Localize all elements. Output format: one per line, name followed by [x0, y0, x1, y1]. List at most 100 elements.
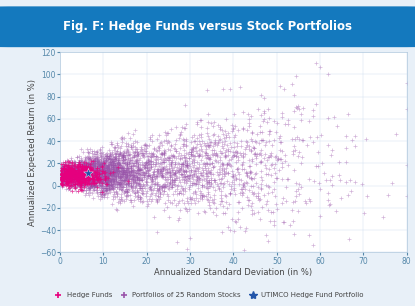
- Point: [201, 162, 208, 167]
- Point: [73, 180, 80, 185]
- Point: [61, 170, 68, 175]
- Point: [68, 164, 74, 169]
- Point: [68, 170, 75, 175]
- Point: [95, 159, 102, 164]
- Point: [166, 155, 173, 160]
- Point: [140, 162, 147, 167]
- Point: [114, 171, 120, 176]
- Point: [69, 165, 76, 170]
- Point: [132, 170, 138, 175]
- Point: [99, 183, 105, 188]
- Point: [59, 167, 66, 172]
- Point: [120, 169, 127, 174]
- Point: [282, 121, 288, 126]
- Point: [66, 160, 72, 165]
- Point: [110, 173, 117, 177]
- Point: [104, 182, 110, 187]
- Point: [100, 169, 106, 174]
- Point: [75, 176, 81, 181]
- Point: [65, 174, 71, 179]
- Point: [166, 170, 173, 175]
- Point: [256, 160, 263, 165]
- Point: [164, 176, 171, 181]
- Point: [113, 174, 120, 179]
- Point: [134, 197, 141, 202]
- Point: [110, 179, 117, 184]
- Point: [166, 148, 173, 153]
- Point: [124, 163, 130, 168]
- Point: [83, 185, 90, 189]
- Point: [72, 171, 79, 176]
- Point: [98, 165, 105, 170]
- Point: [343, 134, 349, 139]
- Point: [124, 172, 130, 177]
- Point: [67, 171, 73, 176]
- Point: [122, 188, 128, 193]
- Point: [120, 157, 126, 162]
- Point: [64, 172, 71, 177]
- Point: [115, 156, 122, 161]
- Point: [150, 154, 156, 159]
- Point: [168, 174, 175, 179]
- Point: [98, 171, 105, 176]
- Point: [78, 166, 85, 171]
- Point: [243, 140, 250, 144]
- Point: [116, 162, 123, 167]
- Point: [88, 170, 95, 175]
- Point: [59, 178, 65, 183]
- Point: [245, 111, 251, 116]
- Point: [87, 161, 93, 166]
- Point: [207, 155, 214, 160]
- Point: [84, 173, 90, 177]
- Point: [215, 183, 221, 188]
- Point: [183, 143, 189, 148]
- Point: [200, 184, 207, 189]
- Point: [115, 173, 122, 177]
- Point: [76, 170, 83, 174]
- Point: [105, 181, 111, 186]
- Point: [122, 174, 129, 179]
- Point: [82, 174, 88, 178]
- Point: [97, 189, 104, 194]
- Point: [117, 152, 124, 157]
- Point: [298, 117, 305, 122]
- Point: [90, 153, 97, 158]
- Point: [112, 166, 119, 170]
- Point: [153, 147, 159, 152]
- Point: [74, 175, 81, 180]
- Point: [118, 156, 124, 161]
- Point: [172, 182, 178, 187]
- Point: [234, 216, 241, 221]
- Point: [188, 168, 194, 173]
- Point: [64, 172, 71, 177]
- Point: [218, 175, 225, 180]
- Point: [99, 177, 105, 182]
- Point: [99, 174, 106, 179]
- Point: [278, 200, 285, 205]
- Point: [103, 178, 110, 183]
- Point: [76, 160, 83, 165]
- Point: [109, 187, 116, 192]
- Point: [112, 156, 119, 161]
- Point: [183, 175, 190, 180]
- Point: [82, 173, 89, 178]
- Point: [76, 168, 82, 173]
- Point: [121, 166, 128, 170]
- Point: [120, 172, 127, 177]
- Point: [67, 170, 74, 175]
- Point: [85, 171, 92, 176]
- Point: [93, 163, 100, 168]
- Point: [116, 169, 122, 174]
- Point: [114, 208, 120, 213]
- Point: [211, 178, 217, 183]
- Point: [88, 160, 95, 165]
- Point: [76, 174, 83, 179]
- Point: [205, 120, 211, 125]
- Point: [196, 170, 203, 175]
- Point: [251, 172, 258, 177]
- Point: [155, 161, 161, 166]
- Point: [111, 151, 118, 156]
- Point: [70, 181, 77, 186]
- Point: [83, 171, 90, 176]
- Point: [204, 143, 211, 147]
